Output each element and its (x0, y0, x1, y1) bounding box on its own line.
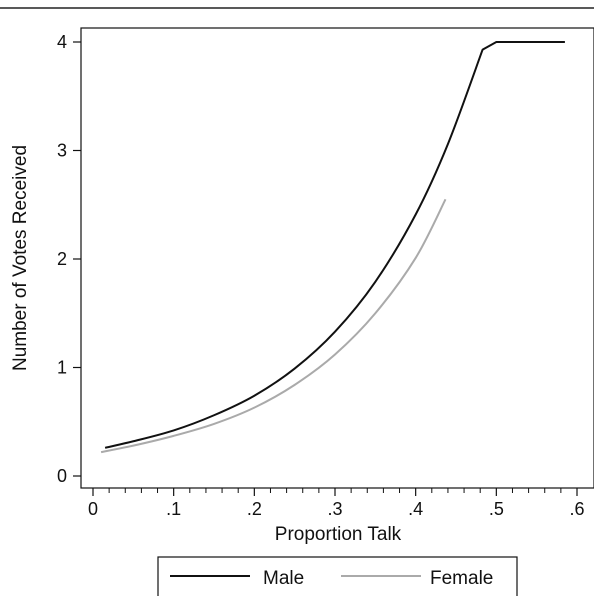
y-tick-label: 1 (57, 358, 67, 378)
x-tick-label: .5 (489, 499, 504, 519)
legend-label-male: Male (263, 568, 304, 589)
y-tick-label: 3 (57, 141, 67, 161)
y-axis: 0 1 2 3 4 (57, 32, 81, 486)
series-line-female (100, 198, 447, 454)
y-tick-label: 2 (57, 249, 67, 269)
series-line-male (104, 41, 565, 449)
x-axis: 0 .1 .2 .3 .4 .5 .6 (88, 488, 585, 519)
x-tick-label: 0 (88, 499, 98, 519)
y-axis-title: Number of Votes Received (10, 145, 31, 371)
legend: Male Female (157, 556, 518, 596)
y-tick-label: 4 (57, 32, 67, 52)
legend-label-female: Female (430, 568, 493, 589)
series-layer (100, 41, 565, 454)
plot-frame (80, 27, 594, 489)
x-tick-label: .1 (166, 499, 181, 519)
x-axis-title: Proportion Talk (275, 524, 402, 545)
x-tick-label: .4 (408, 499, 423, 519)
y-tick-label: 0 (57, 466, 67, 486)
x-tick-label: .3 (327, 499, 342, 519)
x-tick-label: .6 (569, 499, 584, 519)
x-tick-label: .2 (247, 499, 262, 519)
